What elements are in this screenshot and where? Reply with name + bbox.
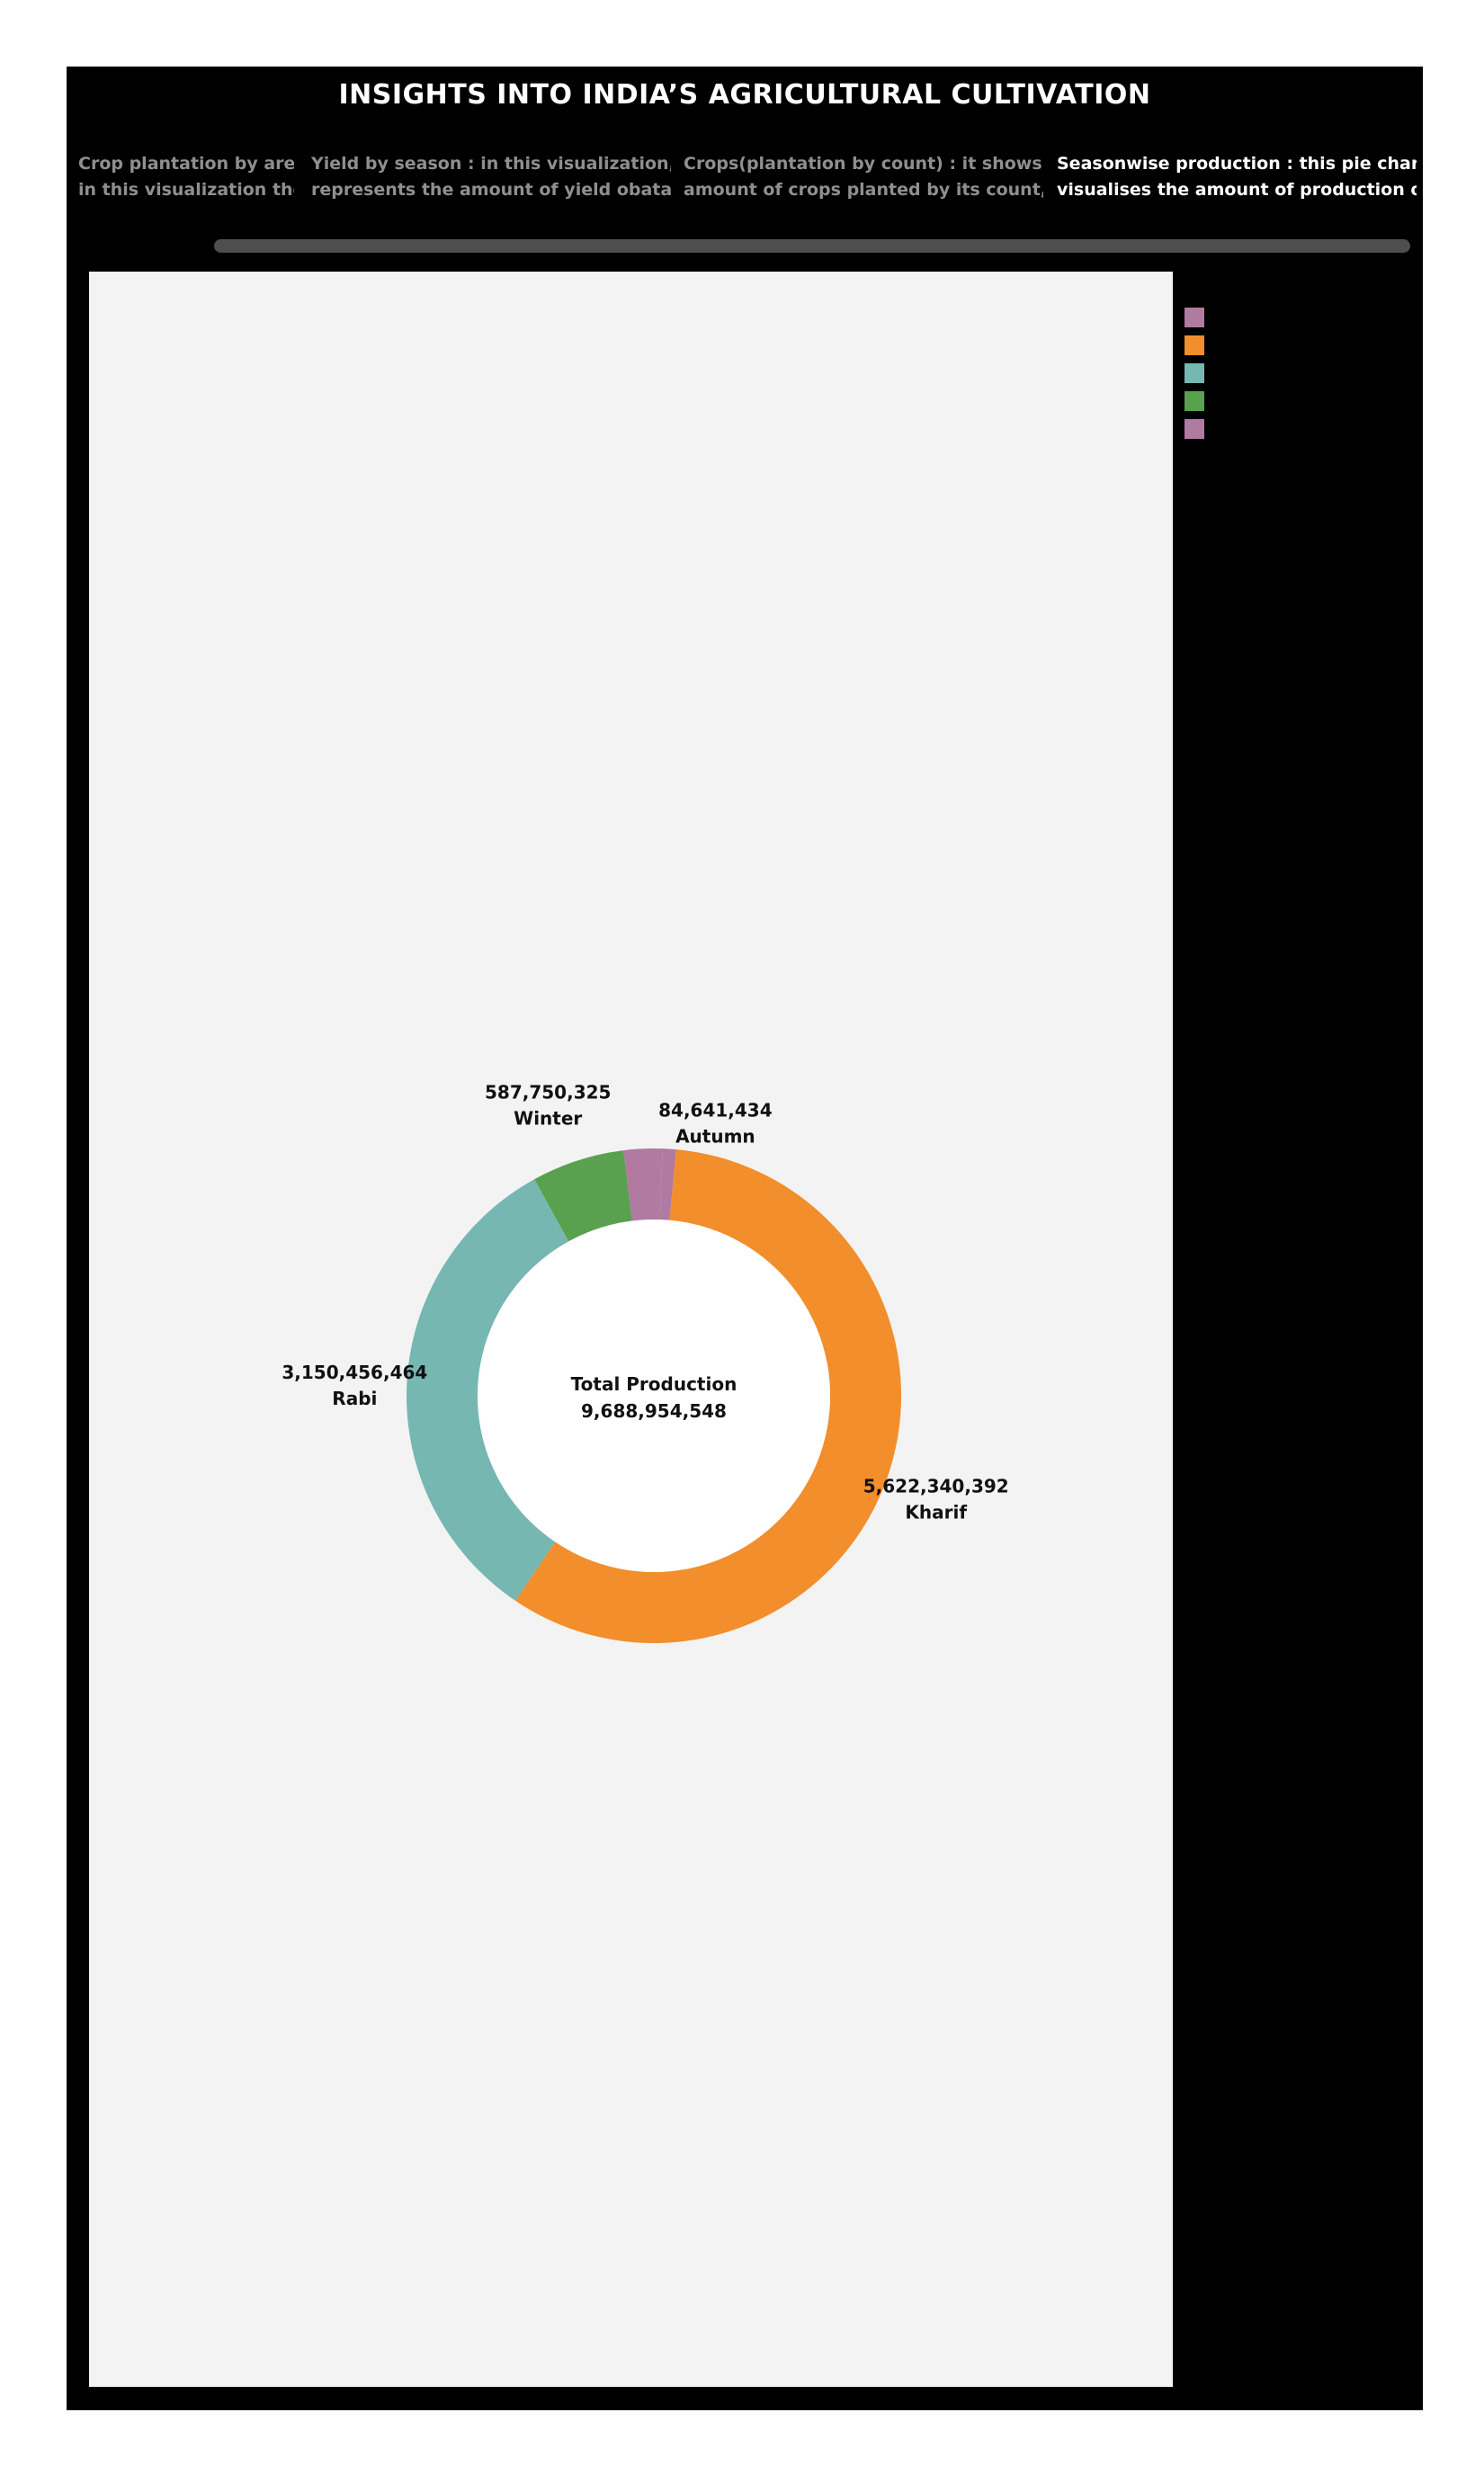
tab-line-2: represents the amount of yield obatained… xyxy=(311,180,671,200)
legend-swatch-1[interactable] xyxy=(1185,335,1204,355)
color-legend xyxy=(1185,308,1206,447)
dashboard-title: INSIGHTS INTO INDIA’S AGRICULTURAL CULTI… xyxy=(338,79,1151,111)
slice-value-label-kharif: 5,622,340,392 xyxy=(863,1476,1009,1497)
tab-line-1: Crops(plantation by count) : it shows th… xyxy=(684,154,1043,174)
slice-kharif[interactable] xyxy=(515,1149,901,1643)
legend-swatch-2[interactable] xyxy=(1185,363,1204,383)
donut-hole xyxy=(478,1220,830,1572)
slice-value-label-winter: 587,750,325 xyxy=(485,1081,611,1103)
slice-category-label-winter: Winter xyxy=(514,1107,582,1129)
slice-category-label-kharif: Kharif xyxy=(905,1502,967,1523)
tab-line-2: in this visualization the .. xyxy=(78,180,294,200)
slice-rabi[interactable] xyxy=(407,1179,569,1601)
slice-value-label-autumn: 84,641,434 xyxy=(658,1100,773,1121)
tab-line-2: visualises the amount of production obta… xyxy=(1057,180,1417,200)
chart-area: 84,641,434 Autumn 5,622,340,392 Kharif 3,150… xyxy=(89,272,1173,2387)
legend-swatch-3[interactable] xyxy=(1185,391,1204,411)
tab-line-1: Seasonwise production : this pie chart xyxy=(1057,154,1417,174)
donut-chart: 84,641,434 Autumn 5,622,340,392 Kharif 3,150… xyxy=(282,1081,1009,1643)
tab-seasonwise-production[interactable]: Seasonwise production : this pie chart v… xyxy=(1057,151,1417,203)
tab-line-2: amount of crops planted by its count,we … xyxy=(684,180,1043,200)
tab-yield-by-season[interactable]: Yield by season : in this visualization,… xyxy=(311,151,671,203)
tabs-scrollbar[interactable] xyxy=(214,239,1410,253)
center-label: Total Production xyxy=(571,1373,738,1395)
dashboard-frame: INSIGHTS INTO INDIA’S AGRICULTURAL CULTI… xyxy=(67,67,1423,2410)
center-total-value: 9,688,954,548 xyxy=(581,1400,727,1422)
slice-winter[interactable] xyxy=(534,1150,632,1242)
slice-category-label-autumn: Autumn xyxy=(675,1126,755,1148)
tab-line-1: Yield by season : in this visualization,… xyxy=(311,154,671,174)
tab-crop-plantation-by-area[interactable]: Crop plantation by area : in this visual… xyxy=(78,151,294,203)
tab-crops-plantation-by-count[interactable]: Crops(plantation by count) : it shows th… xyxy=(684,151,1043,203)
slice-value-label-rabi: 3,150,456,464 xyxy=(282,1362,427,1383)
slice-autumn[interactable] xyxy=(659,1148,676,1220)
slice-category-label-rabi: Rabi xyxy=(332,1388,377,1409)
tab-line-1: Crop plantation by area : xyxy=(78,154,294,174)
legend-swatch-4[interactable] xyxy=(1185,419,1204,439)
legend-swatch-0[interactable] xyxy=(1185,308,1204,327)
slice-summer[interactable] xyxy=(623,1148,663,1221)
